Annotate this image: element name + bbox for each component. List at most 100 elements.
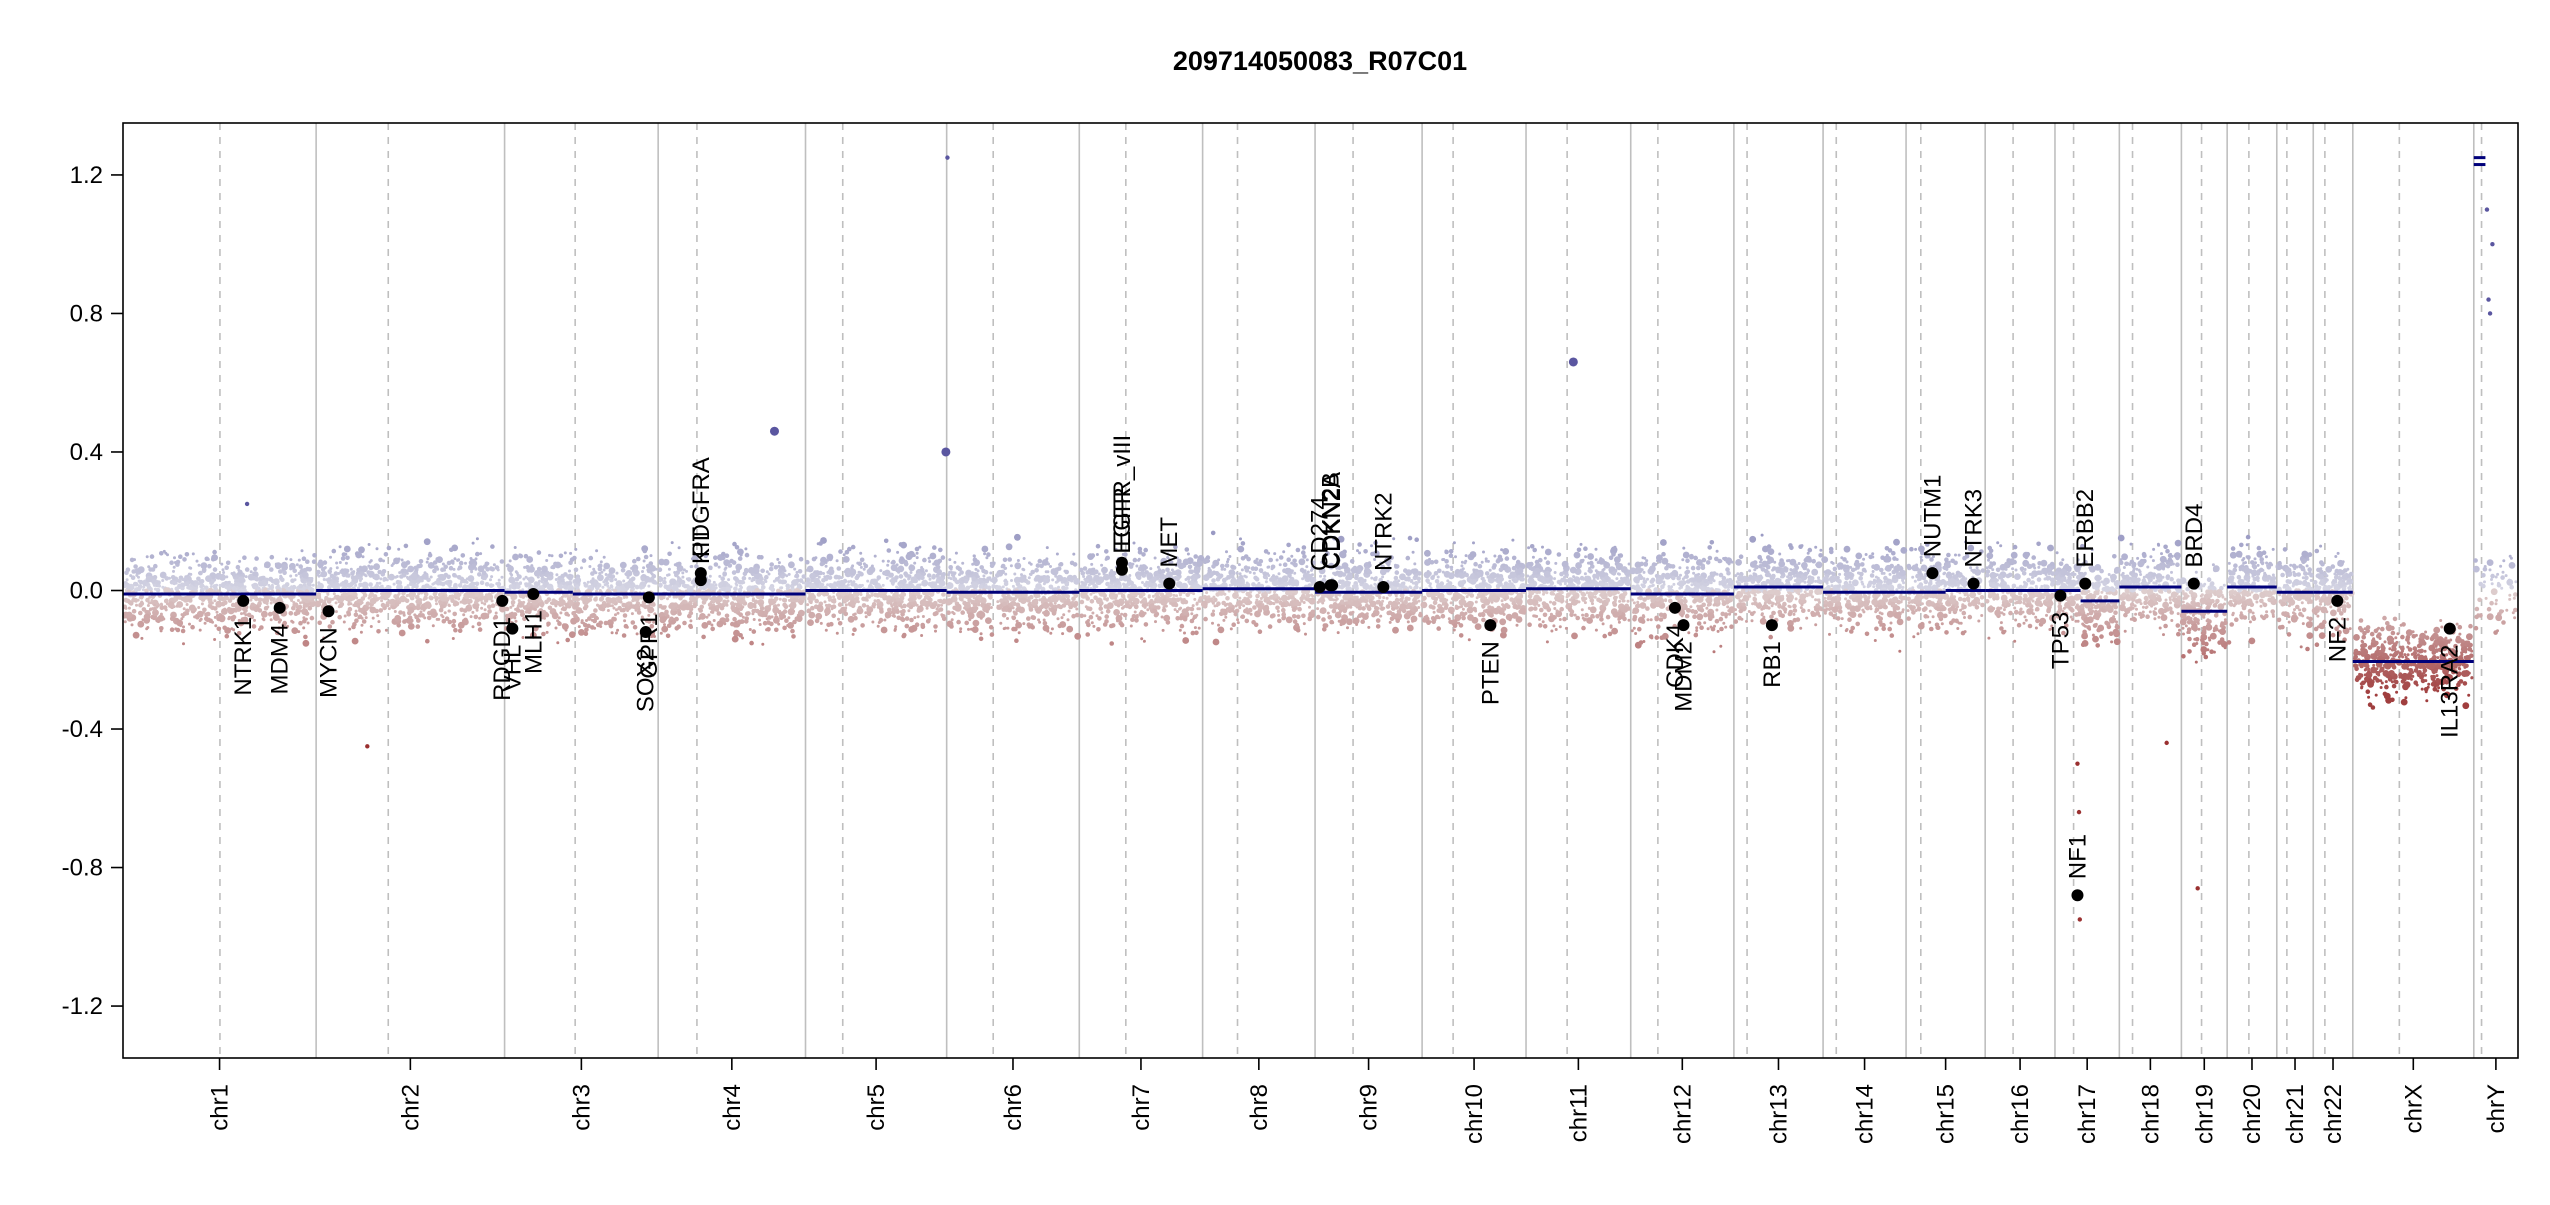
probe-point xyxy=(1187,553,1190,556)
probe-point xyxy=(479,552,482,555)
probe-point xyxy=(409,625,414,630)
probe-point xyxy=(172,570,175,573)
probe-point xyxy=(560,564,563,567)
probe-point xyxy=(325,596,328,599)
probe-point xyxy=(592,613,597,618)
probe-point xyxy=(363,593,368,598)
probe-point xyxy=(197,606,200,609)
probe-point xyxy=(289,596,294,601)
probe-point xyxy=(285,557,288,560)
probe-point xyxy=(416,604,421,609)
probe-point xyxy=(971,576,976,581)
probe-point xyxy=(413,566,418,571)
probe-point xyxy=(1281,603,1286,608)
probe-point xyxy=(424,601,431,608)
probe-point xyxy=(980,603,985,608)
probe-point xyxy=(513,612,518,617)
probe-point xyxy=(1066,626,1073,633)
probe-point xyxy=(537,550,542,555)
probe-point xyxy=(1048,607,1051,610)
probe-point xyxy=(1225,550,1228,553)
probe-point xyxy=(154,588,157,591)
probe-point xyxy=(1120,623,1125,628)
probe-point xyxy=(156,617,161,622)
probe-point xyxy=(423,596,428,601)
probe-point xyxy=(1367,626,1370,629)
probe-point xyxy=(1051,568,1058,575)
probe-point xyxy=(351,596,356,601)
probe-point xyxy=(198,564,201,567)
probe-point xyxy=(1090,599,1095,604)
probe-point xyxy=(411,583,414,586)
probe-point xyxy=(1117,585,1122,590)
probe-point xyxy=(1211,612,1216,617)
probe-point xyxy=(774,616,779,621)
probe-point xyxy=(1311,610,1316,615)
probe-point xyxy=(1236,580,1241,585)
probe-point xyxy=(416,595,419,598)
probe-point xyxy=(1251,582,1256,587)
probe-point xyxy=(647,585,650,588)
probe-point xyxy=(905,624,910,629)
probe-point xyxy=(310,588,315,593)
probe-point xyxy=(631,620,636,625)
probe-point xyxy=(677,565,680,568)
probe-point xyxy=(332,575,337,580)
probe-point xyxy=(406,572,409,575)
probe-point xyxy=(124,598,129,603)
probe-point xyxy=(668,568,671,571)
probe-point xyxy=(732,617,737,622)
probe-point xyxy=(432,624,435,627)
probe-point xyxy=(1079,614,1084,619)
probe-point xyxy=(585,619,588,622)
probe-point xyxy=(254,568,257,571)
probe-point xyxy=(971,563,974,566)
probe-point xyxy=(1238,563,1241,566)
probe-point xyxy=(1093,575,1100,582)
probe-point xyxy=(850,569,857,576)
probe-point xyxy=(1288,603,1291,606)
probe-point xyxy=(675,626,680,631)
probe-point xyxy=(153,564,158,569)
probe-point xyxy=(793,568,796,571)
probe-point xyxy=(678,546,681,549)
probe-point xyxy=(418,564,423,569)
probe-point xyxy=(401,569,404,572)
probe-point xyxy=(320,571,327,578)
probe-point xyxy=(273,614,280,621)
probe-point xyxy=(1141,552,1146,557)
probe-point xyxy=(764,580,767,583)
probe-point xyxy=(1134,611,1137,614)
probe-point xyxy=(302,626,305,629)
probe-point xyxy=(832,595,835,598)
probe-point xyxy=(713,581,716,584)
probe-point xyxy=(1004,567,1007,570)
probe-point xyxy=(546,574,549,577)
probe-point xyxy=(1138,568,1141,571)
probe-point xyxy=(449,566,454,571)
probe-point xyxy=(857,600,860,603)
probe-point xyxy=(946,598,953,605)
probe-point xyxy=(1192,581,1195,584)
probe-point xyxy=(1205,574,1208,577)
probe-point xyxy=(778,576,781,579)
probe-point xyxy=(799,578,804,583)
probe-point xyxy=(1250,613,1253,616)
probe-point xyxy=(1301,577,1304,580)
probe-point xyxy=(379,577,382,580)
probe-point xyxy=(960,594,963,597)
probe-point xyxy=(475,557,478,560)
probe-point xyxy=(250,570,253,573)
probe-point xyxy=(547,584,554,591)
probe-point xyxy=(826,571,829,574)
probe-point xyxy=(471,611,474,614)
probe-point xyxy=(1009,604,1012,607)
probe-point xyxy=(1104,614,1109,619)
probe-point xyxy=(302,619,307,624)
probe-point xyxy=(336,598,339,601)
probe-point xyxy=(886,564,889,567)
probe-point xyxy=(333,583,338,588)
probe-point xyxy=(289,575,292,578)
probe-point xyxy=(373,563,380,570)
probe-point xyxy=(317,595,322,600)
